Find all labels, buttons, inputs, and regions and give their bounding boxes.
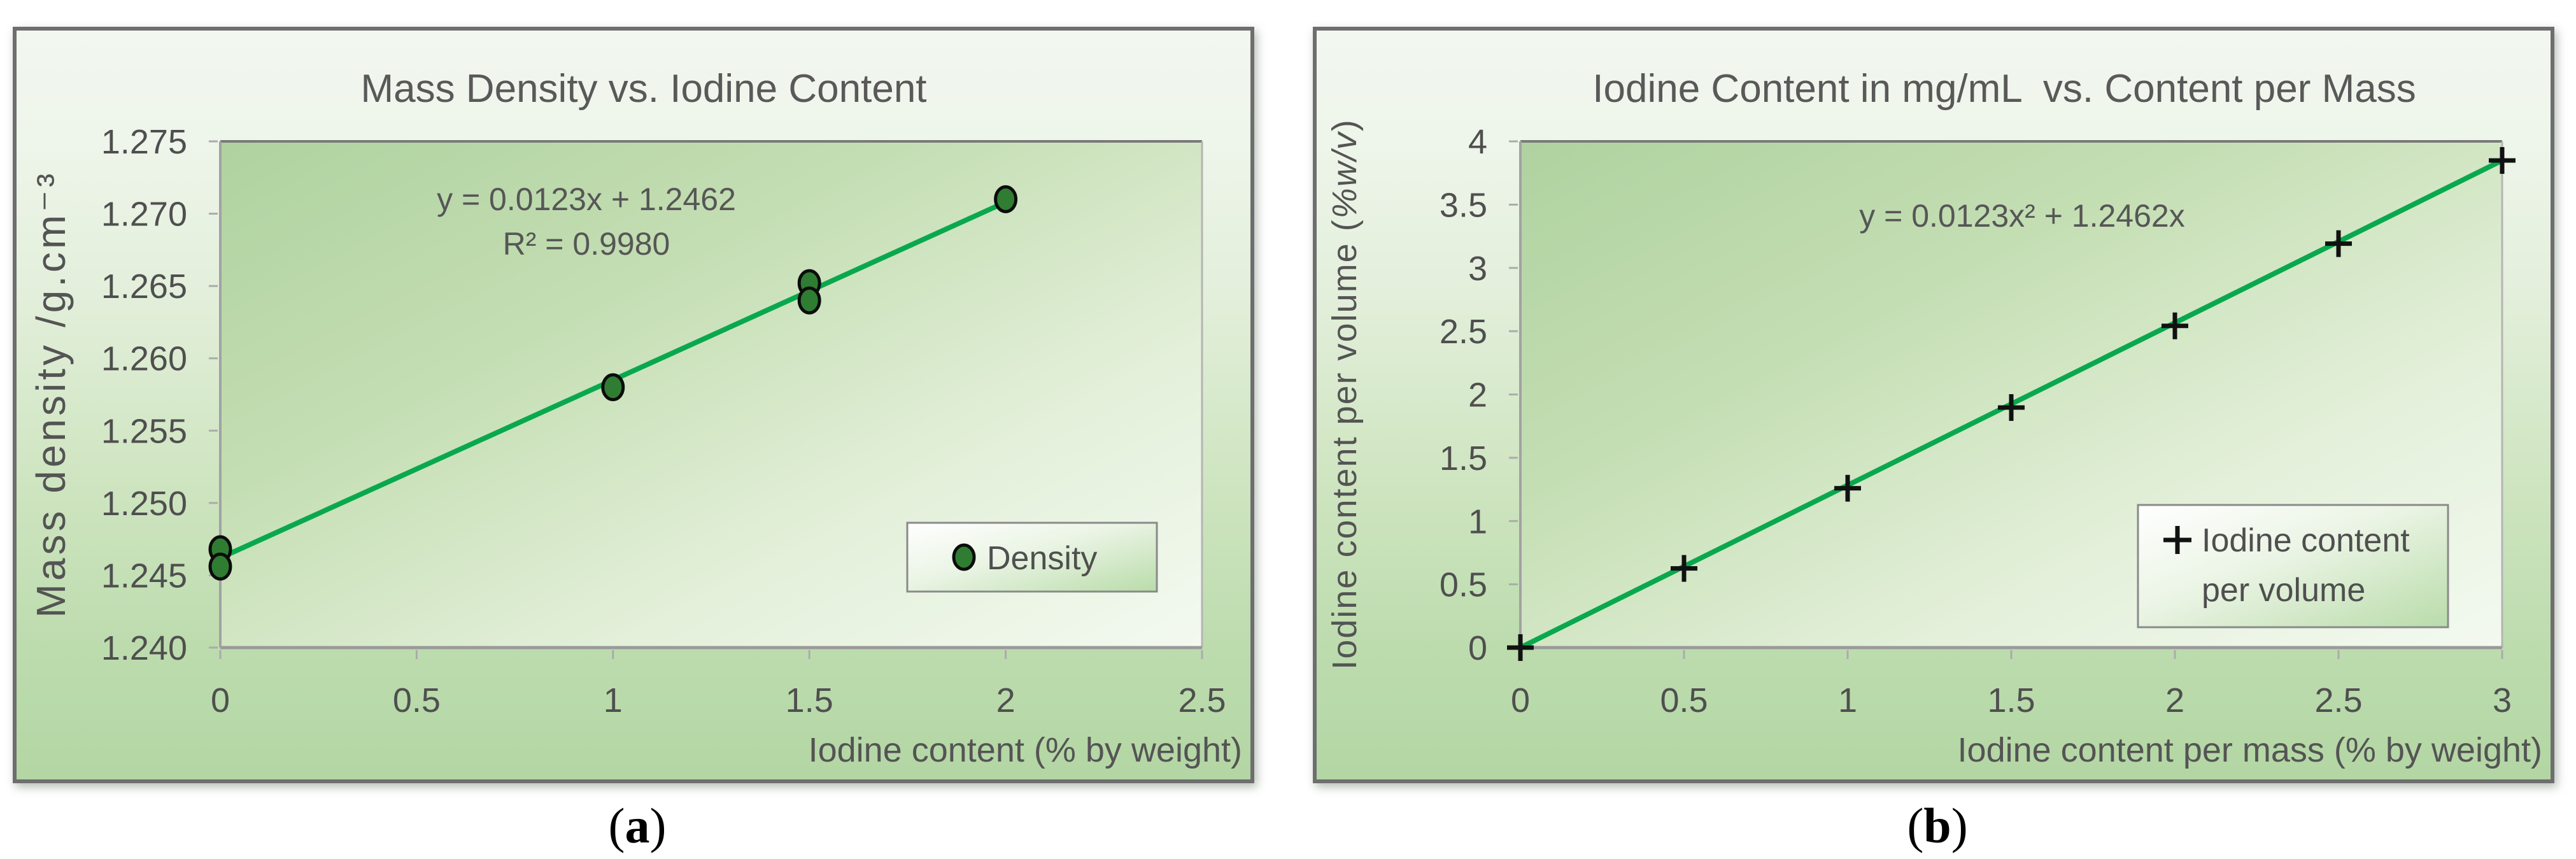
- data-point: [601, 373, 625, 402]
- y-tick-label: 1.5: [1440, 439, 1487, 478]
- data-series: [1507, 147, 2516, 661]
- data-point: [2162, 312, 2188, 339]
- x-axis-title: Iodine content (% by weight): [809, 731, 1242, 769]
- mass-density-chart: 1.240 1.245 1.250 1.255 1.260 1.265 1.270 1.275…: [28, 67, 1242, 769]
- x-axis-title: Iodine content per mass (% by weight): [1958, 731, 2542, 769]
- y-tick-label: 1: [1468, 502, 1487, 541]
- y-tick-label: 2: [1468, 376, 1487, 415]
- data-point: [797, 286, 821, 315]
- data-point: [1998, 394, 2025, 421]
- iodine-content-chart: 0 0.5 1 1.5 2 2.5 3 3.5 4 0 0.5 1 1.5 2 2.5 3 Iodine Co…: [1326, 67, 2542, 769]
- x-tick-label: 0: [1511, 681, 1530, 720]
- y-tick-label: 0.5: [1440, 566, 1487, 604]
- y-tick-label: 1.270: [101, 195, 187, 234]
- x-tick-label: 2: [2165, 681, 2184, 720]
- x-tick-label: 1.5: [786, 681, 833, 720]
- y-tick-label: 1.255: [101, 412, 187, 450]
- x-tick-label: 2.5: [1178, 681, 1226, 720]
- trendline-equation: y = 0.0123x² + 1.2462x: [1859, 198, 2184, 234]
- caption-letter: b: [1923, 798, 1951, 853]
- legend-circle-marker-icon: [952, 543, 976, 571]
- figure-caption-a: (a): [13, 797, 1262, 855]
- x-tick-label: 2: [996, 681, 1016, 720]
- data-point: [1507, 634, 1534, 661]
- y-axis-title-units: %w/v: [1326, 131, 1364, 218]
- chart-panel-b: 0 0.5 1 1.5 2 2.5 3 3.5 4 0 0.5 1 1.5 2 2.5 3 Iodine Co…: [1313, 27, 2554, 783]
- caption-paren-close: ): [649, 798, 667, 853]
- y-tick-label: 1.265: [101, 267, 187, 306]
- x-tick-label: 3: [2493, 681, 2512, 720]
- figure-caption-b: (b): [1313, 797, 2562, 855]
- chart-title: Iodine Content in mg/mL vs. Content per …: [1592, 67, 2416, 111]
- data-point: [1834, 474, 1861, 502]
- x-tick-label: 0.5: [1660, 681, 1708, 720]
- data-point: [2325, 230, 2352, 257]
- data-point: [1671, 555, 1697, 582]
- legend-box: [2137, 504, 2449, 628]
- y-axis-title: Mass density /g.cm⁻³: [28, 171, 74, 618]
- y-tick-label: 3.5: [1440, 186, 1487, 224]
- legend-label: Density: [987, 540, 1097, 577]
- legend-plus-marker-icon: [2163, 526, 2191, 554]
- y-axis-title: Iodine content per volume (%w/v): [1326, 118, 1364, 669]
- axis-ticks: 1.240 1.245 1.250 1.255 1.260 1.265 1.270 1.275…: [101, 123, 1226, 720]
- legend: Iodine content per volume: [2137, 504, 2449, 628]
- legend-box: [906, 522, 1158, 593]
- y-tick-label: 2.5: [1440, 313, 1487, 351]
- trendline-equation: y = 0.0123x + 1.2462: [437, 181, 736, 217]
- y-tick-label: 4: [1468, 123, 1487, 161]
- caption-paren-close: ): [1951, 798, 1968, 853]
- chart-title: Mass Density vs. Iodine Content: [360, 67, 926, 111]
- x-tick-label: 0: [211, 681, 230, 720]
- y-tick-label: 3: [1468, 250, 1487, 288]
- legend-label-line-1: Iodine content: [2202, 522, 2410, 559]
- caption-letter: a: [625, 798, 650, 853]
- y-tick-label: 1.240: [101, 629, 187, 667]
- x-tick-label: 1.5: [1987, 681, 2035, 720]
- r-squared-label: R² = 0.9980: [503, 226, 670, 262]
- y-tick-label: 1.245: [101, 557, 187, 595]
- chart-panel-a: 1.240 1.245 1.250 1.255 1.260 1.265 1.270 1.275…: [13, 27, 1254, 783]
- y-tick-label: 0: [1468, 629, 1487, 667]
- x-tick-label: 0.5: [393, 681, 441, 720]
- data-point: [2489, 147, 2516, 174]
- caption-paren-open: (: [608, 798, 625, 853]
- x-tick-label: 1: [604, 681, 623, 720]
- legend-label-line-2: per volume: [2202, 572, 2365, 609]
- y-axis-title-close: ): [1326, 118, 1364, 131]
- data-point: [208, 552, 232, 581]
- data-point: [994, 185, 1018, 213]
- y-tick-label: 1.260: [101, 340, 187, 378]
- x-tick-label: 2.5: [2314, 681, 2362, 720]
- y-tick-label: 1.250: [101, 485, 187, 523]
- y-axis-title-main: Iodine content per volume (: [1326, 218, 1364, 669]
- y-tick-label: 1.275: [101, 123, 187, 161]
- axis-ticks: 0 0.5 1 1.5 2 2.5 3 3.5 4 0 0.5 1 1.5 2 2.5 3: [1440, 123, 2512, 720]
- caption-paren-open: (: [1907, 798, 1924, 853]
- data-series: [208, 185, 1018, 581]
- x-tick-label: 1: [1838, 681, 1857, 720]
- legend: Density: [906, 522, 1158, 593]
